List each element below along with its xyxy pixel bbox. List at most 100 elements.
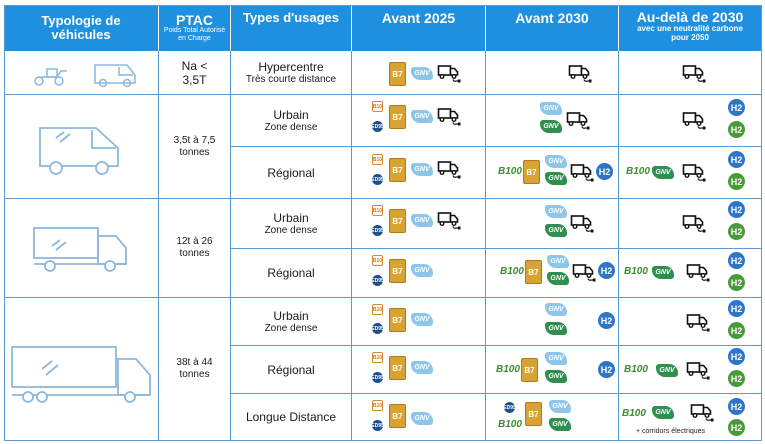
b7-label: B7 <box>524 365 535 375</box>
ed95-badge: ED95 <box>371 121 384 132</box>
b7-label: B7 <box>392 411 403 421</box>
gnv-badge: GNV <box>411 412 433 425</box>
gnv-badge: GNV <box>411 110 433 123</box>
gnv-badge: GNV <box>545 303 567 316</box>
b10-badge: B10 <box>372 205 383 216</box>
ed95-label: ED95 <box>371 422 384 429</box>
cell-r6-2030 <box>486 298 619 346</box>
b7-label: B7 <box>528 267 539 277</box>
gnv-green-badge: GNV <box>545 172 567 185</box>
b100-badge: B100 <box>622 408 646 419</box>
ptac-cell-4: 38t à 44 tonnes <box>159 298 231 441</box>
electric-truck-icon <box>682 213 706 233</box>
b100-badge: B100 <box>624 364 648 375</box>
usage-main-7: Régional <box>267 362 315 377</box>
ed95-label: ED95 <box>371 325 384 332</box>
gnv-green-badge: GNV <box>545 322 567 335</box>
b7-badge: B7 <box>389 62 406 86</box>
gnv-label: GNV <box>659 367 675 374</box>
cell-r2-2025 <box>352 95 486 147</box>
h2-green-badge: H2 <box>728 370 745 387</box>
gnv-badge: GNV <box>547 255 569 268</box>
h2-badge: H2 <box>728 151 745 168</box>
gnv-label: GNV <box>414 166 430 173</box>
ptac-value-3: 12t à 26 tonnes <box>176 236 213 259</box>
gnv-badge: GNV <box>411 313 433 326</box>
h2-badge: H2 <box>728 348 745 365</box>
usage-main-3: Régional <box>267 165 315 180</box>
cell-r2-2030 <box>486 95 619 147</box>
gnv-green-badge: GNV <box>652 166 674 179</box>
gnv-label: GNV <box>548 227 564 234</box>
ed95-label: ED95 <box>371 227 384 234</box>
b7-label: B7 <box>392 315 403 325</box>
h2-label: H2 <box>730 255 743 266</box>
usage-cell-4: Urbain Zone dense <box>231 199 352 249</box>
ptac-value-1: Na < 3,5T <box>181 58 208 87</box>
b7-label: B7 <box>528 409 539 419</box>
gnv-badge: GNV <box>411 264 433 277</box>
electric-truck-icon <box>437 159 461 179</box>
h2-label: H2 <box>730 401 743 412</box>
electric-truck-icon <box>682 162 706 182</box>
gnv-badge: GNV <box>411 214 433 227</box>
gnv-label: GNV <box>550 275 566 282</box>
h2-label: H2 <box>730 176 743 187</box>
gnv-label: GNV <box>655 169 671 176</box>
usage-main-6: Urbain <box>273 308 309 323</box>
electric-truck-icon <box>686 262 710 282</box>
b10-badge: B10 <box>372 352 383 363</box>
gnv-label: GNV <box>655 269 671 276</box>
usage-sub-2: Zone dense <box>264 121 318 133</box>
gnv-label: GNV <box>552 421 568 428</box>
ptac-cell-3: 12t à 26 tonnes <box>159 199 231 298</box>
ed95-badge: ED95 <box>371 372 384 383</box>
cell-r7-2025 <box>352 346 486 394</box>
cell-r5-2025 <box>352 249 486 298</box>
usage-cell-7: Régional <box>231 346 352 394</box>
ed95-badge: ED95 <box>503 402 516 413</box>
usage-sub-4: Zone dense <box>264 224 318 236</box>
header-typologie: Typologie de véhicules <box>4 5 159 51</box>
h2-badge: H2 <box>598 312 615 329</box>
b10-badge: B10 <box>372 154 383 165</box>
gnv-label: GNV <box>548 175 564 182</box>
h2-green-badge: H2 <box>728 173 745 190</box>
h2-label: H2 <box>600 364 613 375</box>
b7-badge: B7 <box>389 158 406 182</box>
b100-badge: B100 <box>626 166 650 177</box>
usage-cell-1: Hypercentre Très courte distance <box>231 51 352 95</box>
electric-truck-icon <box>437 63 461 83</box>
gnv-label: GNV <box>548 355 564 362</box>
ed95-badge: ED95 <box>371 275 384 286</box>
vehicle-cell-van <box>4 95 159 199</box>
ed95-label: ED95 <box>371 374 384 381</box>
b100-badge: B100 <box>500 266 524 277</box>
b7-badge: B7 <box>389 404 406 428</box>
vehicle-cell-rigid-truck <box>4 199 159 298</box>
scooter-and-van-icon <box>34 63 136 87</box>
h2-badge: H2 <box>728 201 745 218</box>
h2-label: H2 <box>730 373 743 384</box>
b10-label: B10 <box>372 103 383 110</box>
electric-truck-icon <box>690 402 714 422</box>
h2-badge: H2 <box>728 300 745 317</box>
gnv-badge: GNV <box>411 361 433 374</box>
usage-main-4: Urbain <box>273 210 309 225</box>
h2-green-badge: H2 <box>728 274 745 291</box>
b7-badge: B7 <box>389 259 406 283</box>
h2-badge: H2 <box>728 252 745 269</box>
gnv-label: GNV <box>548 158 564 165</box>
gnv-green-badge: GNV <box>652 406 674 419</box>
b100-badge: B100 <box>498 166 522 177</box>
usage-main-5: Régional <box>267 266 315 280</box>
ed95-label: ED95 <box>371 176 384 183</box>
b7-badge: B7 <box>525 260 542 284</box>
cell-r1-2030 <box>486 51 619 95</box>
corridor-note: + corridors électriques <box>636 428 706 435</box>
h2-green-badge: H2 <box>728 223 745 240</box>
h2-label: H2 <box>600 265 613 276</box>
h2-label: H2 <box>730 351 743 362</box>
electric-truck-icon <box>686 360 710 380</box>
electric-truck-icon <box>572 262 596 282</box>
